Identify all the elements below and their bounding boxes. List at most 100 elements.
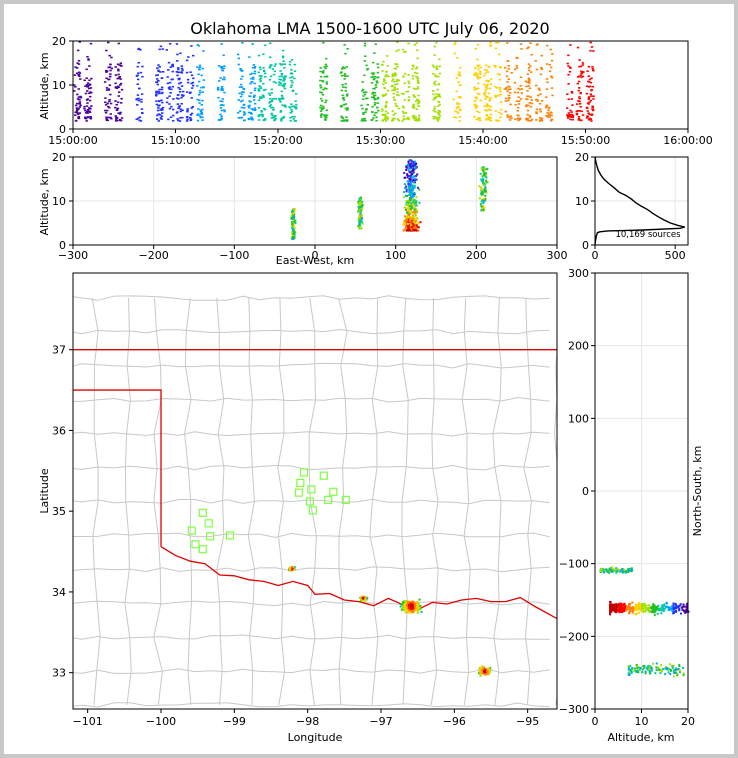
time-height-source-point [250, 116, 253, 119]
north-south-source-point [621, 567, 624, 570]
time-height-source-point [342, 97, 345, 100]
time-height-source-point [248, 100, 251, 102]
x-tick-label: −96 [443, 715, 466, 728]
east-west-source-point [406, 215, 409, 218]
plan-source-point [404, 606, 407, 609]
time-height-source-point [384, 117, 387, 119]
time-height-source-point [259, 77, 263, 79]
time-height-source-point [268, 94, 272, 96]
time-height-source-point [504, 97, 508, 100]
time-height-source-point [88, 107, 92, 110]
time-height-source-point [346, 75, 349, 77]
east-west-source-point [481, 190, 484, 193]
time-height-source-point [483, 92, 486, 94]
time-height-source-point [281, 75, 284, 78]
time-height-source-point [381, 113, 384, 116]
time-height-source-point [517, 117, 521, 120]
time-height-source-point [506, 60, 509, 62]
time-height-source-point [178, 120, 182, 122]
time-height-source-point [416, 79, 420, 82]
time-height-source-point [201, 116, 204, 119]
time-height-source-point [176, 103, 180, 105]
time-height-source-point [278, 75, 281, 78]
time-height-source-point [216, 89, 220, 91]
north-south-source-point [643, 609, 646, 612]
north-south-source-point [620, 606, 623, 609]
time-height-source-point [268, 56, 272, 59]
county-line [153, 297, 163, 706]
east-west-source-point [417, 229, 420, 232]
time-height-source-point [109, 116, 112, 119]
time-height-source-point [200, 111, 204, 114]
plan-source-point [482, 668, 485, 671]
north-south-source-point [672, 604, 675, 607]
north-south-source-point [678, 607, 681, 610]
north-south-source-point [605, 568, 608, 571]
time-height-source-point [540, 68, 544, 70]
time-height-source-point [436, 120, 440, 122]
time-height-source-point [416, 102, 420, 105]
time-height-source-point [251, 43, 254, 45]
north-south-source-point [686, 606, 689, 609]
time-height-source-point [278, 78, 281, 81]
time-height-source-point [550, 114, 553, 117]
time-height-source-point [393, 89, 396, 92]
east-west-source-point [408, 191, 411, 194]
time-height-source-point [372, 95, 376, 97]
time-height-source-point [221, 98, 224, 100]
time-height-source-point [259, 68, 262, 71]
time-height-source-point [475, 110, 479, 113]
time-height-source-point [414, 116, 417, 118]
time-height-source-point [259, 86, 262, 88]
time-height-source-point [242, 107, 246, 109]
north-south-source-point [672, 602, 675, 605]
time-height-source-point [197, 108, 200, 110]
time-height-source-point [105, 71, 108, 73]
time-height-source-point [198, 92, 202, 94]
east-west-source-point [406, 210, 409, 213]
time-height-source-point [188, 92, 192, 95]
time-height-source-point [516, 109, 520, 112]
county-line [91, 297, 101, 706]
time-height-source-point [432, 93, 435, 96]
time-height-source-point [268, 78, 272, 81]
east-west-source-point [483, 174, 486, 177]
time-height-source-point [77, 113, 80, 116]
time-height-source-point [513, 81, 517, 84]
time-height-source-point [580, 76, 583, 79]
time-height-source-point [156, 109, 160, 112]
time-height-source-point [386, 75, 389, 78]
time-height-source-point [74, 114, 77, 116]
time-height-source-point [407, 118, 411, 121]
time-height-source-point [570, 90, 574, 93]
time-height-source-point [438, 65, 442, 68]
time-height-source-point [438, 110, 441, 113]
time-height-source-point [411, 115, 414, 117]
time-height-source-point [322, 41, 325, 44]
east-west-source-point [409, 159, 412, 162]
time-height-source-point [567, 54, 570, 57]
time-height-source-point [325, 65, 328, 68]
time-height-source-point [395, 80, 399, 83]
time-height-source-point [527, 77, 531, 80]
time-height-source-point [406, 90, 410, 93]
time-height-source-point [510, 71, 513, 74]
east-west-source-point [294, 219, 297, 222]
east-west-source-point [359, 205, 362, 208]
time-height-source-point [253, 67, 256, 69]
time-height-source-point [526, 90, 529, 92]
north-south-source-point [635, 669, 638, 672]
north-south-source-point [630, 569, 633, 572]
north-south-source-point [661, 607, 664, 610]
time-height-source-point [219, 77, 222, 79]
time-height-source-point [85, 90, 89, 92]
time-height-source-point [407, 80, 410, 83]
time-height-source-point [239, 95, 243, 98]
time-height-source-point [455, 77, 459, 79]
time-height-source-point [477, 82, 480, 85]
time-height-source-point [473, 116, 476, 118]
time-height-source-point [166, 97, 169, 99]
time-height-source-point [535, 119, 538, 121]
plan-source-point [364, 596, 367, 599]
plan-source-point [411, 602, 414, 605]
